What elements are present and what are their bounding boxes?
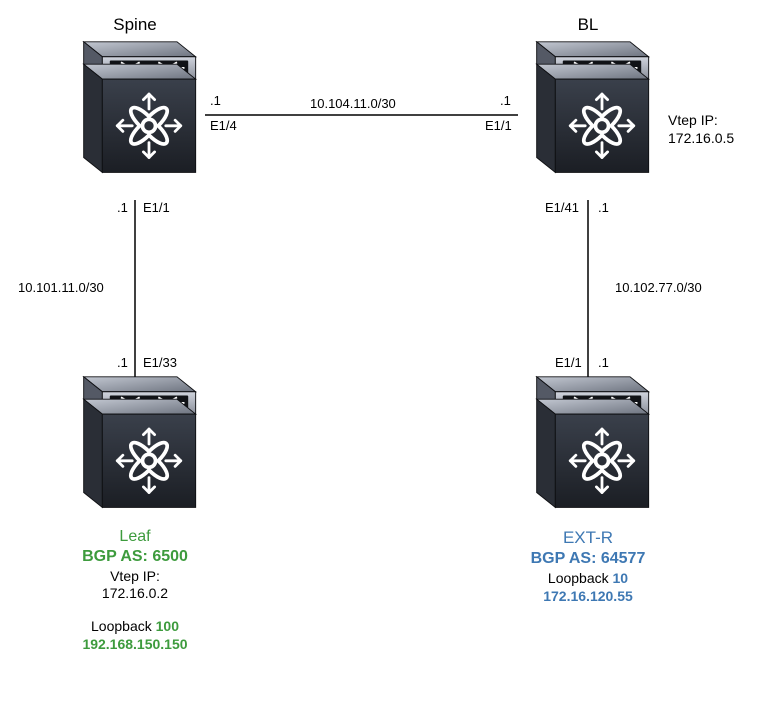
bl-vtep-label: Vtep IP: — [668, 112, 718, 128]
node-leaf — [65, 360, 205, 524]
extr-lo-b: 10 — [613, 570, 629, 586]
spine-leaf-b-ip: .1 — [117, 355, 128, 370]
leaf-vtep-ip: 172.16.0.2 — [65, 585, 205, 601]
extr-label: EXT-R — [518, 528, 658, 548]
node-spine: Spine — [65, 25, 205, 189]
bl-device-icon — [518, 25, 658, 184]
extr-lo-a: Loopback — [548, 570, 613, 586]
spine-leaf-a-ip: .1 — [117, 200, 128, 215]
spine-bl-subnet: 10.104.11.0/30 — [310, 96, 396, 111]
leaf-device-icon — [65, 360, 205, 519]
leaf-loopback-ip: 192.168.150.150 — [65, 636, 205, 652]
leaf-vtep-label: Vtep IP: — [65, 568, 205, 584]
bl-vtep-ip: 172.16.0.5 — [668, 130, 734, 146]
leaf-bgp: BGP AS: 6500 — [65, 548, 205, 566]
leaf-loopback-label: Loopback 100 — [65, 618, 205, 634]
spine-bl-b-if: E1/1 — [485, 118, 512, 133]
spine-bl-a-ip: .1 — [210, 93, 221, 108]
extr-loopback-label: Loopback 10 — [518, 570, 658, 586]
node-extr — [518, 360, 658, 524]
spine-leaf-b-if: E1/33 — [143, 355, 177, 370]
spine-leaf-subnet: 10.101.11.0/30 — [18, 280, 104, 295]
spine-title: Spine — [65, 15, 205, 35]
bl-extr-subnet: 10.102.77.0/30 — [615, 280, 702, 295]
extr-device-icon — [518, 360, 658, 519]
extr-loopback-ip: 172.16.120.55 — [518, 588, 658, 604]
bl-title: BL — [518, 15, 658, 35]
bl-extr-a-if: E1/41 — [545, 200, 579, 215]
leaf-lo-b: 100 — [156, 618, 179, 634]
spine-bl-b-ip: .1 — [500, 93, 511, 108]
bl-extr-b-if: E1/1 — [555, 355, 582, 370]
bl-extr-b-ip: .1 — [598, 355, 609, 370]
node-bl: BL — [518, 25, 658, 189]
spine-device-icon — [65, 25, 205, 184]
leaf-label: Leaf — [65, 528, 205, 546]
extr-bgp: BGP AS: 64577 — [518, 550, 658, 568]
spine-bl-a-if: E1/4 — [210, 118, 237, 133]
spine-leaf-a-if: E1/1 — [143, 200, 170, 215]
leaf-lo-a: Loopback — [91, 618, 156, 634]
bl-extr-a-ip: .1 — [598, 200, 609, 215]
